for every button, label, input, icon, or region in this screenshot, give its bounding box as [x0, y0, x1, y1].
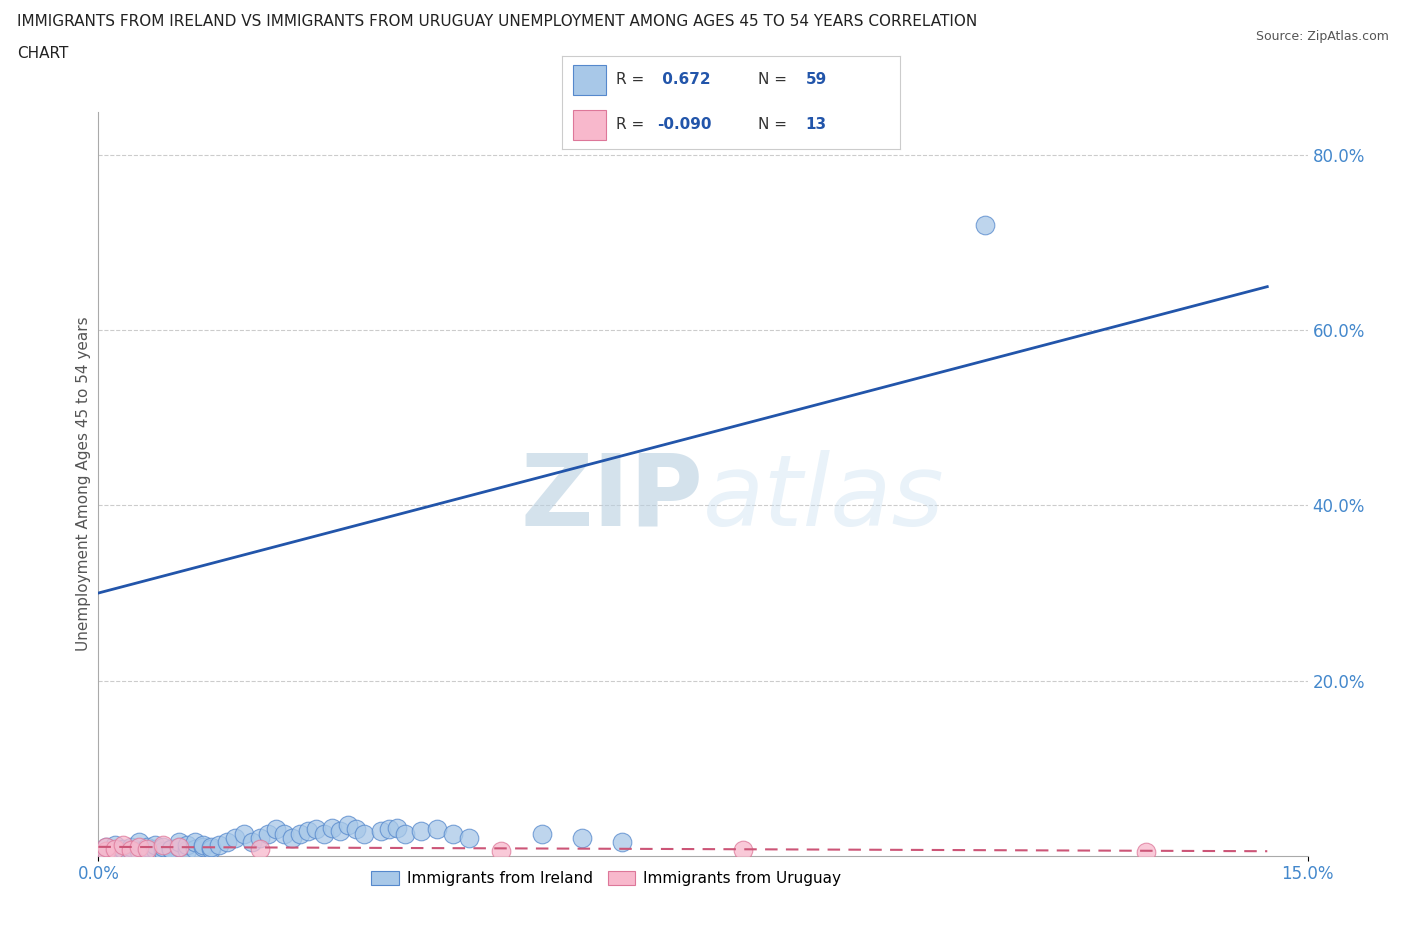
Point [200, 842, 222, 857]
Point [135, 841, 157, 856]
Point [96, 840, 118, 855]
Point [530, 826, 553, 841]
Point [491, 844, 513, 858]
Point [409, 824, 432, 839]
Point [167, 840, 190, 855]
Point [224, 830, 246, 845]
Point [344, 822, 367, 837]
Point [184, 835, 207, 850]
Point [385, 820, 408, 835]
Point [120, 842, 142, 857]
Text: ZIP: ZIP [520, 450, 703, 547]
Point [240, 835, 263, 850]
Point [305, 822, 328, 837]
Text: CHART: CHART [17, 46, 69, 61]
Point [337, 817, 360, 832]
Bar [572, 110, 606, 140]
Point [200, 840, 222, 855]
Point [273, 826, 295, 841]
Point [249, 830, 271, 845]
Text: Source: ZipAtlas.com: Source: ZipAtlas.com [1256, 30, 1389, 43]
Point [128, 844, 150, 858]
Text: N =: N = [758, 73, 792, 87]
Point [152, 840, 174, 855]
Text: 0.672: 0.672 [657, 73, 710, 87]
Point [111, 838, 134, 853]
Point [160, 842, 183, 857]
Point [120, 843, 142, 857]
Point [441, 826, 464, 841]
Text: atlas: atlas [703, 450, 945, 547]
Point [733, 843, 755, 857]
Point [208, 838, 231, 853]
Text: N =: N = [758, 117, 792, 132]
Point [426, 822, 449, 837]
Text: 13: 13 [806, 117, 827, 132]
Point [329, 824, 352, 839]
Point [111, 843, 134, 857]
Point [974, 218, 997, 232]
Text: R =: R = [616, 117, 650, 132]
Point [96, 844, 118, 858]
Point [232, 826, 254, 841]
Point [143, 841, 166, 856]
Point [370, 824, 392, 839]
Point [353, 826, 375, 841]
Text: R =: R = [616, 73, 650, 87]
Point [167, 835, 190, 850]
Point [96, 844, 118, 858]
Point [176, 843, 198, 857]
Point [297, 824, 319, 839]
Text: 59: 59 [806, 73, 827, 87]
Text: -0.090: -0.090 [657, 117, 711, 132]
Bar [572, 65, 606, 95]
Point [103, 844, 125, 858]
Point [103, 838, 125, 853]
Point [152, 838, 174, 853]
Point [135, 840, 157, 855]
Point [143, 838, 166, 853]
Point [321, 820, 343, 835]
Point [256, 826, 278, 841]
Point [249, 841, 271, 856]
Y-axis label: Unemployment Among Ages 45 to 54 years: Unemployment Among Ages 45 to 54 years [76, 316, 91, 651]
Point [288, 826, 311, 841]
Point [96, 840, 118, 855]
Point [281, 830, 304, 845]
Point [135, 843, 157, 857]
Point [128, 840, 150, 855]
Point [394, 826, 416, 841]
Point [160, 841, 183, 856]
Point [612, 835, 634, 850]
Point [193, 838, 215, 853]
Point [314, 826, 336, 841]
Point [458, 830, 481, 845]
Point [217, 835, 239, 850]
Point [176, 838, 198, 853]
Point [184, 841, 207, 856]
Point [152, 844, 174, 858]
Point [128, 835, 150, 850]
Point [377, 822, 399, 837]
Text: IMMIGRANTS FROM IRELAND VS IMMIGRANTS FROM URUGUAY UNEMPLOYMENT AMONG AGES 45 TO: IMMIGRANTS FROM IRELAND VS IMMIGRANTS FR… [17, 14, 977, 29]
Point [193, 840, 215, 855]
Point [264, 822, 287, 837]
Point [167, 840, 190, 855]
Point [1135, 844, 1157, 859]
Point [103, 841, 125, 856]
Point [571, 830, 593, 845]
Point [111, 841, 134, 856]
Legend: Immigrants from Ireland, Immigrants from Uruguay: Immigrants from Ireland, Immigrants from… [366, 865, 848, 893]
Point [120, 840, 142, 855]
